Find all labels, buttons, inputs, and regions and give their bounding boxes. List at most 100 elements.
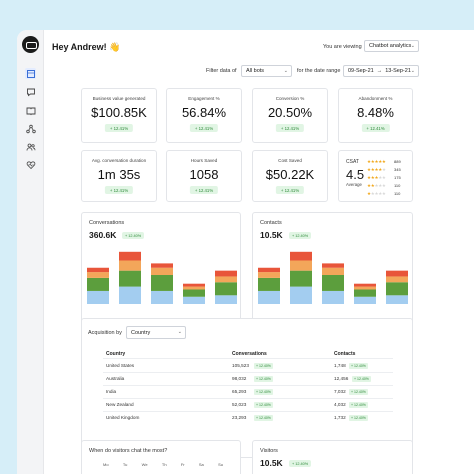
divider [103,358,393,359]
bar-segment-2-4 [290,251,312,261]
csat-card: CSAT 4.5 Average ★★★★★ 889 ★★★★★ 345 ★★★… [338,150,413,202]
weekday-label: We [141,462,148,467]
kpi-value: 1m 35s [97,167,141,182]
users-icon[interactable] [25,141,36,152]
column-header-conversations[interactable]: Conversations [232,351,267,357]
kpi-change-badge: + 12.41% [189,186,219,194]
rating-count: 889 [394,159,401,164]
bar-segment-3-4 [151,263,173,268]
kpi-value: $100.85K [91,105,147,120]
kpi-card-engagement: Engagement % 56.84% + 12.41% [166,88,242,143]
bar-segment-5-2 [215,282,237,296]
chart-value: 360.6K [89,230,117,240]
chevron-down-icon: ⌄ [410,43,415,49]
date-range-label: for the date range [297,68,341,74]
bar-segment-1-3 [87,272,109,278]
bots-select[interactable]: All bots ⌄ [241,65,292,77]
kpi-label: Engagement % [188,96,220,101]
bar-segment-3-1 [322,290,344,304]
kpi-card-hours-saved: Hours Saved 1058 + 12.41% [166,150,242,202]
bar-segment-1-2 [258,277,280,291]
divider [103,385,393,386]
bar-segment-2-3 [119,260,141,271]
acquisition-select-value: Country [131,329,151,336]
table-cell-country: United Kingdom [106,415,140,420]
kpi-value: 56.84% [181,105,227,120]
bar-segment-4-4 [354,283,376,287]
divider [103,398,393,399]
chart-change-badge: + 12.40% [289,232,312,239]
weekday-label: Th [161,462,167,467]
kpi-label: Abandonment % [358,96,393,101]
kpi-change-badge: + 12.41% [104,186,134,194]
visitors-value: 10.5K [260,458,283,468]
conversations-chart-card: Conversations 360.6K + 12.40% [81,212,241,338]
bar-segment-3-3 [151,267,173,275]
star-rating: ★★★★★ [367,166,386,172]
table-cell-country: Australia [106,376,125,381]
bar-segment-3-4 [322,263,344,268]
csat-row-5: ★★★★★ 889 [367,159,401,165]
visitors-change-badge: + 12.40% [289,460,312,467]
visitors-card: Visitors 10.5K + 12.40% [252,440,413,474]
date-range-picker[interactable]: 09-Sep-21 → 13-Sep-21 ⌄ [343,65,419,77]
kpi-card-avg-duration: Avg. conversation duration 1m 35s + 12.4… [81,150,157,202]
bar-segment-2-2 [290,270,312,287]
view-select[interactable]: Chatbot analytics ⌄ [364,40,419,52]
table-change-badge: + 12.40% [254,363,273,369]
bar-segment-3-1 [151,290,173,304]
divider [103,372,393,373]
book-icon[interactable] [25,105,36,116]
conversations-chart [87,251,237,304]
table-change-badge: + 12.40% [352,376,371,382]
column-header-contacts[interactable]: Contacts [334,351,356,357]
acquisition-select[interactable]: Country ⌄ [126,326,186,339]
kpi-value: 8.48% [357,105,394,120]
visit-times-title: When do visitors chat the most? [89,448,168,454]
bar-segment-2-1 [290,286,312,304]
table-cell-conversations: 105,523 [232,363,249,368]
table-cell-contacts: 7,032 [334,389,346,394]
table-cell-conversations: 52,023 [232,402,247,407]
bots-select-value: All bots [246,68,265,74]
kpi-change-badge: + 12.41% [189,124,219,132]
table-change-badge: + 12.40% [254,376,273,382]
table-change-badge: + 12.40% [349,389,368,395]
greeting: Hey Andrew! 👋 [52,42,121,52]
chart-change-badge: + 12.40% [122,232,145,239]
chevron-down-icon: ⌄ [177,329,182,335]
bar-segment-3-3 [322,267,344,275]
weekday-label: Tu [122,462,128,467]
weekday-label: Sa [198,462,204,467]
star-rating: ★★★★★ [367,174,386,180]
weekday-label: Mo [103,462,109,467]
table-cell-contacts: 12,456 [334,376,349,381]
rating-count: 175 [394,175,401,180]
network-icon[interactable] [25,123,36,134]
csat-title: CSAT [346,159,359,165]
dashboard-icon[interactable] [25,68,36,79]
weekday-label: Su [218,462,223,467]
table-change-badge: + 12.40% [254,389,273,395]
kpi-change-badge: + 12.41% [104,124,134,132]
heart-pulse-icon[interactable] [25,159,36,170]
column-header-country[interactable]: Country [106,351,126,357]
table-cell-contacts: 4,032 [334,402,346,407]
bar-segment-5-1 [215,295,237,304]
bar-segment-4-1 [183,296,205,304]
kpi-value: $50.22K [265,167,315,182]
table-cell-contacts: 1,732 [334,415,346,420]
table-cell-conversations: 23,293 [232,415,247,420]
chart-title: Conversations [89,220,125,226]
weekday-label: Fr [180,462,185,467]
table-cell-contacts: 1,748 [334,363,346,368]
divider [103,411,393,412]
sidebar [17,30,44,474]
kpi-change-badge: + 12.41% [361,124,390,132]
bar-segment-2-3 [290,260,312,271]
view-select-value: Chatbot analytics [369,43,412,49]
chat-icon[interactable] [25,86,36,97]
kpi-card-conversion: Conversion % 20.50% + 12.41% [252,88,328,143]
bar-segment-5-2 [386,282,408,296]
table-change-badge: + 12.40% [254,415,273,421]
